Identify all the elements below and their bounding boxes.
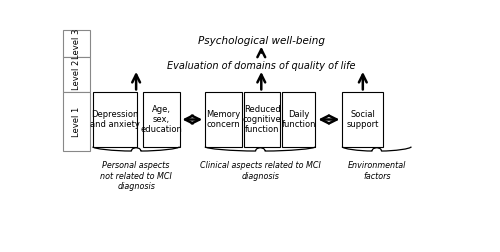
Text: Age,
sex,
education: Age, sex, education: [140, 105, 182, 134]
Text: Daily
function: Daily function: [282, 110, 316, 129]
Text: Clinical aspects related to MCI
diagnosis: Clinical aspects related to MCI diagnosi…: [200, 161, 321, 181]
Bar: [244, 92, 281, 147]
Bar: [62, 57, 90, 92]
Bar: [62, 92, 90, 150]
Text: Depression
and anxiety: Depression and anxiety: [90, 110, 140, 129]
Text: Level 2: Level 2: [72, 60, 81, 90]
Text: Level 1: Level 1: [72, 106, 81, 137]
Text: Social
support: Social support: [346, 110, 379, 129]
Bar: [62, 30, 90, 57]
Text: Psychological well-being: Psychological well-being: [198, 36, 325, 46]
Bar: [92, 92, 137, 147]
Text: Memory
concern: Memory concern: [206, 110, 240, 129]
Bar: [282, 92, 316, 147]
Bar: [205, 92, 242, 147]
Bar: [342, 92, 383, 147]
Bar: [143, 92, 180, 147]
Text: Personal aspects
not related to MCI
diagnosis: Personal aspects not related to MCI diag…: [100, 161, 172, 191]
Text: Evaluation of domains of quality of life: Evaluation of domains of quality of life: [167, 61, 356, 71]
Text: Level 3: Level 3: [72, 29, 81, 59]
Text: Reduced
cognitive
function: Reduced cognitive function: [242, 105, 282, 134]
Text: Environmental
factors: Environmental factors: [348, 161, 406, 181]
